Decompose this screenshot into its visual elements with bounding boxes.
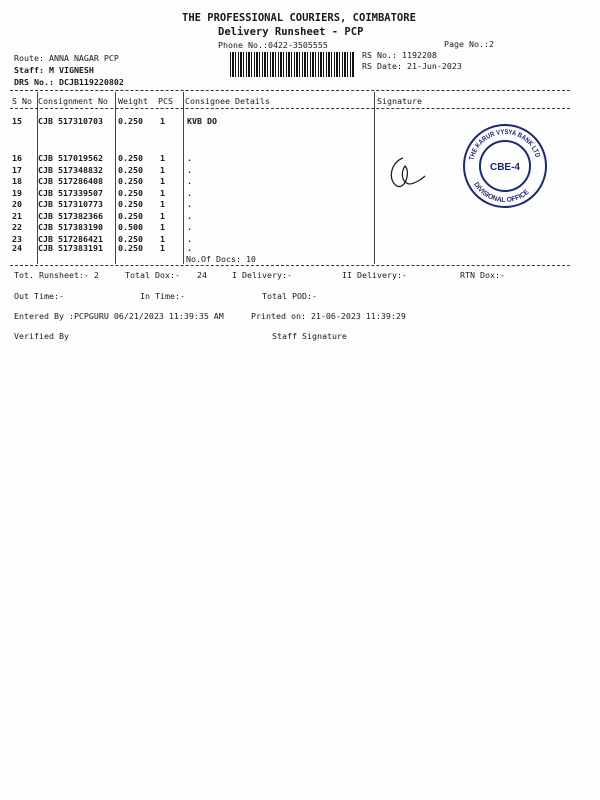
stamp-center-text: CBE-4 <box>490 162 520 173</box>
cell-cn: CJB 517286421 <box>38 233 103 244</box>
entered-by: Entered By :PCPGURU 06/21/2023 11:39:35 … <box>14 311 224 321</box>
col-pcs: PCS <box>158 96 173 106</box>
cell-sno: 16 <box>12 153 22 163</box>
cell-pcs: 1 <box>160 187 165 198</box>
column-divider <box>183 92 184 264</box>
barcode <box>230 52 355 77</box>
phone-number: Phone No.:0422-3505555 <box>218 40 328 50</box>
i-delivery: I Delivery:- <box>232 270 292 280</box>
total-runsheet: Tot. Runsheet:- 2 <box>14 270 99 280</box>
cell-wt: 0.500 <box>118 222 143 232</box>
cell-sno: 22 <box>12 222 22 232</box>
cell-wt: 0.250 <box>118 210 143 221</box>
rs-number: RS No.: 1192208 <box>362 50 437 60</box>
rtn-dox: RTN Dox:- <box>460 270 505 280</box>
cell-sno: 15 <box>12 116 22 126</box>
column-divider <box>374 92 375 264</box>
cell-pcs: 1 <box>160 176 165 186</box>
cell-wt: 0.250 <box>118 243 143 253</box>
staff: Staff: M VIGNESH <box>14 65 94 75</box>
cell-sno: 18 <box>12 176 22 186</box>
cell-wt: 0.250 <box>118 116 143 126</box>
cell-details: . <box>187 153 192 163</box>
cell-details: . <box>187 222 192 232</box>
cell-cn: CJB 517339507 <box>38 187 103 198</box>
cell-cn: CJB 517310703 <box>38 116 103 126</box>
ii-delivery: II Delivery:- <box>342 270 407 280</box>
cell-cn: CJB 517383190 <box>38 222 103 232</box>
divider <box>10 90 570 91</box>
cell-pcs: 1 <box>160 164 165 175</box>
column-divider <box>37 92 38 264</box>
verified-by: Verified By <box>14 331 69 341</box>
cell-pcs: 1 <box>160 210 165 221</box>
out-time: Out Time:- <box>14 291 64 301</box>
drs-number: DRS No.: DCJB119220802 <box>14 77 124 87</box>
col-weight: Weight <box>118 96 148 106</box>
route: Route: ANNA NAGAR PCP <box>14 53 119 63</box>
col-details: Consignee Details <box>185 96 270 106</box>
cell-sno: 23 <box>12 233 22 244</box>
bank-stamp: THE KARUR VYSYA BANK LTD DIVISIONAL OFFI… <box>463 124 547 208</box>
cell-details: . <box>187 176 192 186</box>
cell-sno: 17 <box>12 164 22 175</box>
cell-cn: CJB 517382366 <box>38 210 103 221</box>
cell-details: . <box>187 164 192 175</box>
cell-wt: 0.250 <box>118 153 143 163</box>
company-name: THE PROFESSIONAL COURIERS, COIMBATORE <box>182 12 416 24</box>
cell-wt: 0.250 <box>118 199 143 209</box>
col-signature: Signature <box>377 96 422 106</box>
in-time: In Time:- <box>140 291 185 301</box>
cell-details: . <box>187 210 192 221</box>
col-sno: S No <box>12 96 32 106</box>
rs-date: RS Date: 21-Jun-2023 <box>362 61 462 71</box>
cell-pcs: 1 <box>160 233 165 244</box>
total-dox-label: Total Dox:- <box>125 270 180 280</box>
divider <box>10 265 570 266</box>
cell-cn: CJB 517286408 <box>38 176 103 186</box>
cell-sno: 24 <box>12 243 22 253</box>
cell-details: . <box>187 199 192 209</box>
page-number: Page No.:2 <box>444 39 494 49</box>
cell-sno: 21 <box>12 210 22 221</box>
cell-wt: 0.250 <box>118 176 143 186</box>
cell-details: . <box>187 243 192 253</box>
cell-wt: 0.250 <box>118 164 143 175</box>
cell-wt: 0.250 <box>118 233 143 244</box>
cell-pcs: 1 <box>160 199 165 209</box>
document-title: Delivery Runsheet - PCP <box>218 26 364 38</box>
cell-cn: CJB 517310773 <box>38 199 103 209</box>
col-consignment: Consignment No <box>38 96 108 106</box>
cell-cn: CJB 517383191 <box>38 243 103 253</box>
staff-signature: Staff Signature <box>272 331 347 341</box>
total-pod: Total POD:- <box>262 291 317 301</box>
column-divider <box>115 92 116 264</box>
cell-cn: CJB 517348832 <box>38 164 103 175</box>
no-of-docs: No.Of Docs: 10 <box>186 254 256 264</box>
cell-pcs: 1 <box>160 153 165 163</box>
cell-cn: CJB 517019562 <box>38 153 103 163</box>
total-dox-value: 24 <box>197 270 207 280</box>
cell-wt: 0.250 <box>118 187 143 198</box>
handwritten-signature <box>390 157 426 188</box>
cell-sno: 19 <box>12 187 22 198</box>
cell-pcs: 1 <box>160 222 165 232</box>
divider <box>10 108 570 109</box>
cell-sno: 20 <box>12 199 22 209</box>
cell-details: . <box>187 233 192 244</box>
printed-on: Printed on: 21-06-2023 11:39:29 <box>251 311 406 321</box>
cell-pcs: 1 <box>160 243 165 253</box>
cell-pcs: 1 <box>160 116 165 126</box>
cell-details: . <box>187 187 192 198</box>
cell-details: KVB DO <box>187 116 217 126</box>
